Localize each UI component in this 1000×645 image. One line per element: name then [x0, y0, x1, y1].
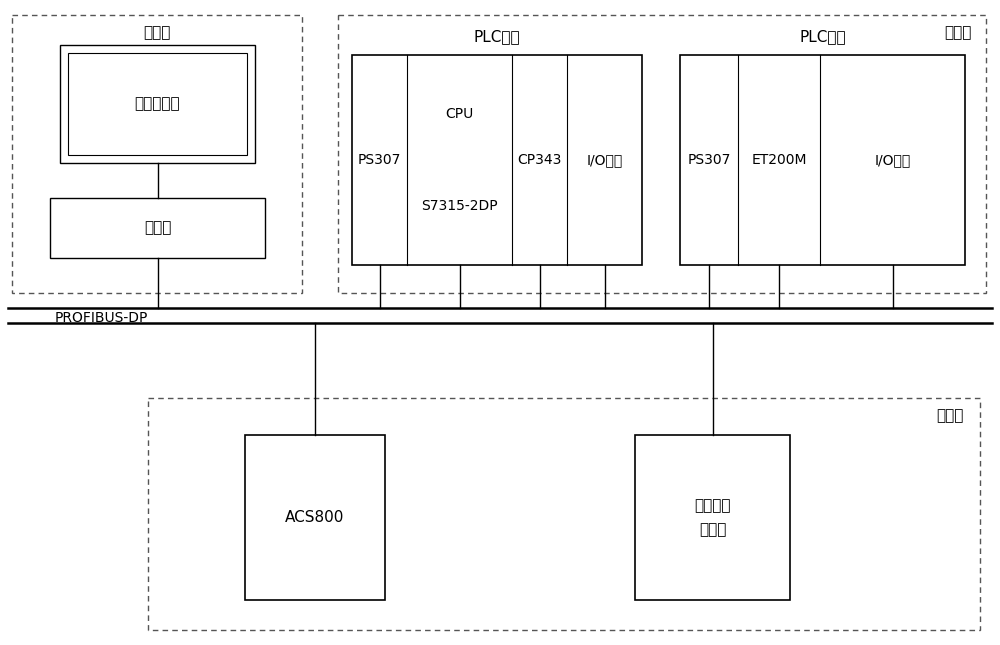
- Bar: [352, 55, 642, 265]
- Text: I/O模块: I/O模块: [586, 153, 623, 167]
- Bar: [338, 15, 986, 293]
- Text: 设备层: 设备层: [936, 408, 964, 424]
- Text: PLC主站: PLC主站: [474, 30, 520, 45]
- Text: CP343: CP343: [517, 153, 562, 167]
- Text: 工控机: 工控机: [144, 221, 171, 235]
- Text: ET200M: ET200M: [751, 153, 807, 167]
- Text: 脉冲阀: 脉冲阀: [699, 522, 726, 537]
- Text: 液晶显示器: 液晶显示器: [135, 97, 180, 112]
- Bar: [12, 15, 302, 293]
- Text: S7315-2DP: S7315-2DP: [421, 199, 498, 213]
- Text: PLC从站: PLC从站: [799, 30, 846, 45]
- Text: 传感器和: 传感器和: [694, 498, 731, 513]
- Text: CPU: CPU: [445, 107, 474, 121]
- Bar: [680, 55, 965, 265]
- Bar: [148, 398, 980, 630]
- Bar: [68, 53, 247, 155]
- Text: 现场层: 现场层: [944, 26, 972, 41]
- Text: ACS800: ACS800: [285, 510, 345, 525]
- Bar: [245, 435, 385, 600]
- Text: PS307: PS307: [687, 153, 731, 167]
- Text: PS307: PS307: [358, 153, 401, 167]
- Bar: [60, 45, 255, 163]
- Text: 监控层: 监控层: [143, 26, 171, 41]
- Bar: [635, 435, 790, 600]
- Text: I/O模块: I/O模块: [874, 153, 911, 167]
- Text: PROFIBUS-DP: PROFIBUS-DP: [55, 311, 148, 325]
- Bar: [50, 198, 265, 258]
